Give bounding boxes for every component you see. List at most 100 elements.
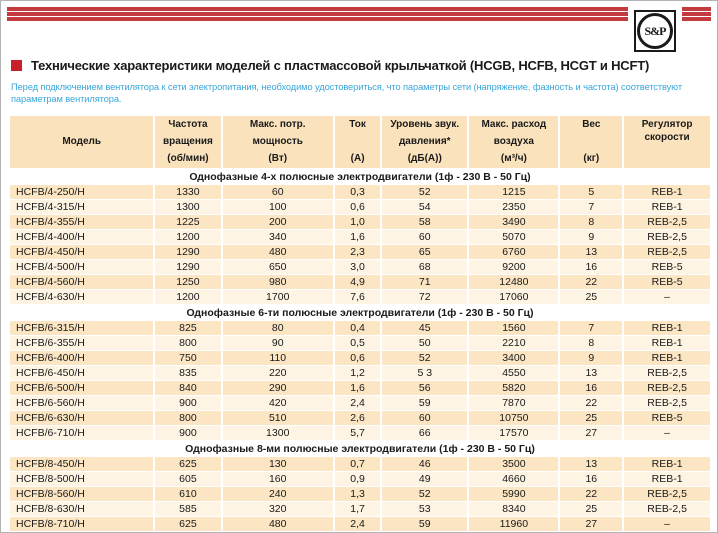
value-cell: 80	[222, 321, 333, 335]
model-cell: HCFB/8-450/H	[10, 457, 154, 471]
value-cell: 340	[222, 230, 333, 244]
table-row: HCFB/4-630/H 1200 1700 7,6 72 17060 25–	[10, 290, 710, 304]
column-header-model: Модель	[10, 116, 154, 168]
sp-logo-text: S&P	[644, 23, 667, 38]
table-header: Модель Частота вращения (об/мин) Макс. потр.…	[10, 116, 710, 168]
value-cell: 8340	[469, 502, 559, 516]
model-cell: HCFB/6-560/H	[10, 396, 154, 410]
model-cell: HCFB/4-250/H	[10, 185, 154, 199]
column-header-regulator: Регулятор скорости	[624, 116, 710, 168]
table-header-row: Модель Частота вращения (об/мин) Макс. потр.…	[10, 116, 710, 168]
value-cell: 1200	[155, 230, 221, 244]
value-cell: 22	[560, 396, 623, 410]
model-cell: HCFB/6-315/H	[10, 321, 154, 335]
value-cell: 5,7	[334, 426, 381, 440]
value-cell: 5990	[469, 487, 559, 501]
model-cell: HCFB/8-560/H	[10, 487, 154, 501]
column-header-speed: Частота вращения (об/мин)	[155, 116, 221, 168]
table-row: HCFB/6-315/H 825 80 0,4 45 1560 7 REB-1	[10, 321, 710, 335]
value-cell: REB-1	[624, 185, 710, 199]
value-cell: 52	[382, 185, 468, 199]
page-title: Технические характеристики моделей с пла…	[31, 58, 650, 73]
value-cell: 1225	[155, 215, 221, 229]
value-cell: 900	[155, 396, 221, 410]
value-cell: 5 3	[382, 366, 468, 380]
value-cell: 2,3	[334, 245, 381, 259]
value-cell: 60	[222, 185, 333, 199]
value-cell: 16	[560, 260, 623, 274]
table-row: HCFB/4-250/H 1330 60 0,3 52 1215 5 REB-1	[10, 185, 710, 199]
table-row: HCFB/4-450/H 1290 480 2,3 65 6760 13 REB-2,5	[10, 245, 710, 259]
value-cell: REB-1	[624, 336, 710, 350]
value-cell: REB-2,5	[624, 245, 710, 259]
value-cell: REB-2,5	[624, 502, 710, 516]
value-cell: 840	[155, 381, 221, 395]
value-cell: 11960	[469, 517, 559, 531]
value-cell: REB-1	[624, 321, 710, 335]
value-cell: REB-5	[624, 411, 710, 425]
column-header-weight: Вес (кг)	[560, 116, 623, 168]
table-row: HCFB/4-355/H 1225 200 1,0 58 3490 8 REB-2,5	[10, 215, 710, 229]
value-cell: REB-2,5	[624, 366, 710, 380]
model-cell: HCFB/4-450/H	[10, 245, 154, 259]
table-row: HCFB/6-710/H 900 1300 5,7 66 17570 27–	[10, 426, 710, 440]
value-cell: 27	[560, 517, 623, 531]
value-cell: 7	[560, 321, 623, 335]
value-cell: 5820	[469, 381, 559, 395]
value-cell: –	[624, 517, 710, 531]
table-row: HCFB/4-500/H 1290 650 3,0 68 9200 16 REB-5	[10, 260, 710, 274]
value-cell: 17570	[469, 426, 559, 440]
value-cell: REB-1	[624, 200, 710, 214]
value-cell: 1290	[155, 260, 221, 274]
table-body: Однофазные 4-х полюсные электродвигатели…	[10, 169, 710, 531]
table-section-row: Однофазные 6-ти полюсные электродвигател…	[10, 305, 710, 320]
table-section-row: Однофазные 8-ми полюсные электродвигател…	[10, 441, 710, 456]
value-cell: 8	[560, 336, 623, 350]
value-cell: 46	[382, 457, 468, 471]
value-cell: 59	[382, 517, 468, 531]
table-row: HCFB/8-500/H 605 160 0,9 49 4660 16 REB-1	[10, 472, 710, 486]
value-cell: 1300	[222, 426, 333, 440]
red-square-bullet-icon	[11, 60, 22, 71]
value-cell: 45	[382, 321, 468, 335]
value-cell: 4550	[469, 366, 559, 380]
value-cell: 8	[560, 215, 623, 229]
value-cell: 800	[155, 336, 221, 350]
value-cell: 200	[222, 215, 333, 229]
value-cell: 52	[382, 351, 468, 365]
value-cell: 12480	[469, 275, 559, 289]
table-section-row: Однофазные 4-х полюсные электродвигатели…	[10, 169, 710, 184]
value-cell: 605	[155, 472, 221, 486]
model-cell: HCFB/8-710/H	[10, 517, 154, 531]
model-cell: HCFB/8-500/H	[10, 472, 154, 486]
value-cell: 25	[560, 411, 623, 425]
table-row: HCFB/4-315/H 1300 100 0,6 54 2350 7 REB-1	[10, 200, 710, 214]
model-cell: HCFB/6-355/H	[10, 336, 154, 350]
value-cell: 1,3	[334, 487, 381, 501]
model-cell: HCFB/6-400/H	[10, 351, 154, 365]
value-cell: 1300	[155, 200, 221, 214]
value-cell: 220	[222, 366, 333, 380]
value-cell: 9	[560, 351, 623, 365]
value-cell: 60	[382, 230, 468, 244]
table-row: HCFB/8-560/H 610 240 1,3 52 5990 22 REB-2,5	[10, 487, 710, 501]
value-cell: 25	[560, 502, 623, 516]
column-header-current: Ток (А)	[334, 116, 381, 168]
value-cell: 53	[382, 502, 468, 516]
value-cell: 0,7	[334, 457, 381, 471]
value-cell: 27	[560, 426, 623, 440]
value-cell: 825	[155, 321, 221, 335]
value-cell: 6760	[469, 245, 559, 259]
value-cell: 13	[560, 366, 623, 380]
model-cell: HCFB/4-400/H	[10, 230, 154, 244]
table-section-title: Однофазные 6-ти полюсные электродвигател…	[10, 305, 710, 320]
value-cell: 4,9	[334, 275, 381, 289]
title-row: Технические характеристики моделей с пла…	[11, 58, 709, 73]
model-cell: HCFB/6-630/H	[10, 411, 154, 425]
value-cell: 16	[560, 381, 623, 395]
value-cell: REB-2,5	[624, 381, 710, 395]
value-cell: 2210	[469, 336, 559, 350]
value-cell: 0,3	[334, 185, 381, 199]
model-cell: HCFB/4-315/H	[10, 200, 154, 214]
